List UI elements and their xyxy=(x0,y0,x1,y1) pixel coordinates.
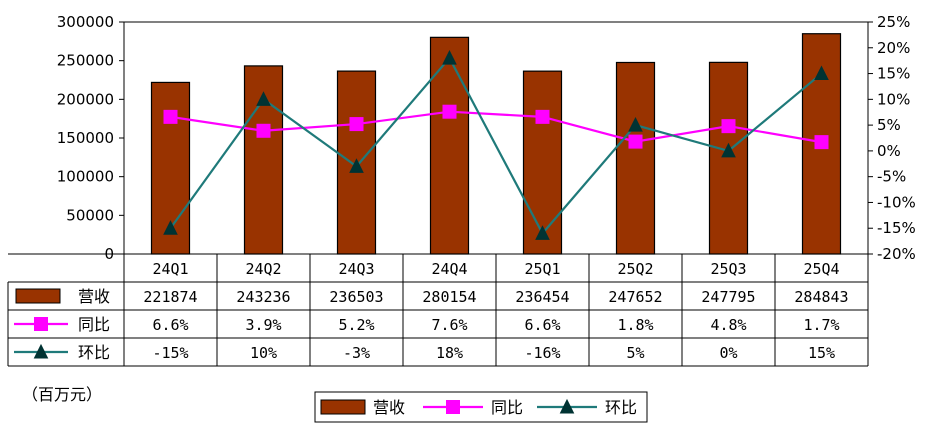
table-value-环比-25Q4: 15% xyxy=(808,344,835,362)
point-环比-25Q4 xyxy=(814,65,829,81)
right-axis-tick-label: -15% xyxy=(877,219,916,237)
table-value-同比-25Q1: 6.6% xyxy=(524,316,560,334)
table-value-营收-24Q4: 280154 xyxy=(422,288,476,306)
table-value-同比-24Q4: 7.6% xyxy=(431,316,467,334)
table-value-营收-24Q1: 221874 xyxy=(143,288,197,306)
point-同比-25Q2 xyxy=(628,134,643,149)
table-category-label: 24Q2 xyxy=(245,260,281,278)
right-axis-tick-label: 20% xyxy=(877,39,910,57)
table-value-环比-25Q2: 5% xyxy=(626,344,644,362)
table-category-label: 24Q1 xyxy=(152,260,188,278)
left-axis-tick-label: 300000 xyxy=(57,13,114,31)
point-同比-25Q3 xyxy=(721,119,736,134)
point-环比-24Q2 xyxy=(256,91,271,106)
table-category-label: 24Q4 xyxy=(431,260,467,278)
legend-label: 营收 xyxy=(373,398,405,417)
point-环比-25Q3 xyxy=(721,142,736,158)
table-value-环比-24Q3: -3% xyxy=(343,344,370,362)
point-环比-24Q4 xyxy=(442,49,457,65)
table-value-营收-24Q3: 236503 xyxy=(329,288,383,306)
table-value-环比-25Q3: 0% xyxy=(719,344,737,362)
bar-revenue-25Q1 xyxy=(522,70,563,255)
legend-label: 环比 xyxy=(605,398,637,417)
table-key-marker-环比 xyxy=(33,343,49,359)
point-同比-24Q1 xyxy=(163,109,178,124)
point-同比-25Q4 xyxy=(814,135,829,150)
right-axis-tick-label: -10% xyxy=(877,193,916,211)
point-同比-24Q2 xyxy=(256,123,271,138)
bar-revenue-24Q4 xyxy=(429,36,470,255)
right-axis-tick-label: -20% xyxy=(877,245,916,263)
data-table: 24Q1 24Q2 24Q3 24Q4 25Q1 25Q2 25Q3 25Q4 营收 221874… xyxy=(7,253,869,367)
right-axis-tick-label: 10% xyxy=(877,90,910,108)
table-category-label: 25Q2 xyxy=(617,260,653,278)
point-同比-24Q4 xyxy=(442,104,457,119)
table-value-营收-25Q4: 284843 xyxy=(794,288,848,306)
plot-area: 050000100000150000200000250000300000-20%… xyxy=(57,13,916,263)
point-环比-24Q1 xyxy=(163,220,178,235)
table-series-name: 环比 xyxy=(78,343,110,362)
table-value-同比-24Q1: 6.6% xyxy=(152,316,188,334)
table-value-营收-25Q3: 247795 xyxy=(701,288,755,306)
table-value-环比-24Q4: 18% xyxy=(436,344,463,362)
table-value-环比-24Q1: -15% xyxy=(152,344,188,362)
table-category-label: 25Q1 xyxy=(524,260,560,278)
right-axis-tick-label: 5% xyxy=(877,116,901,134)
right-axis-tick-label: 15% xyxy=(877,65,910,83)
legend-label: 同比 xyxy=(491,398,523,417)
point-环比-25Q2 xyxy=(628,116,643,132)
legend-key-marker-同比 xyxy=(446,400,460,414)
left-axis-tick-label: 150000 xyxy=(57,129,114,147)
table-category-label: 25Q4 xyxy=(803,260,839,278)
legend: 营收 同比 环比 xyxy=(314,391,648,423)
table-series-name: 同比 xyxy=(78,315,110,334)
table-value-营收-25Q2: 247652 xyxy=(608,288,662,306)
line-同比 xyxy=(170,110,822,144)
line-环比 xyxy=(169,56,823,236)
table-value-同比-25Q3: 4.8% xyxy=(710,316,746,334)
left-axis-tick-label: 50000 xyxy=(66,206,114,224)
table-value-同比-24Q3: 5.2% xyxy=(338,316,374,334)
table-value-营收-24Q2: 243236 xyxy=(236,288,290,306)
right-axis-tick-label: 0% xyxy=(877,142,901,160)
left-axis-tick-label: 200000 xyxy=(57,90,114,108)
point-环比-25Q1 xyxy=(535,225,550,240)
bar-revenue-25Q2 xyxy=(615,61,656,255)
point-同比-24Q3 xyxy=(349,117,364,132)
table-value-环比-24Q2: 10% xyxy=(250,344,277,362)
point-环比-24Q3 xyxy=(349,158,364,173)
table-series-name: 营收 xyxy=(78,287,110,306)
legend-key-营收 xyxy=(320,399,366,415)
table-value-营收-25Q1: 236454 xyxy=(515,288,569,306)
table-key-marker-同比 xyxy=(34,317,48,331)
table-value-同比-25Q2: 1.8% xyxy=(617,316,653,334)
table-value-环比-25Q1: -16% xyxy=(524,344,560,362)
bar-revenue-25Q3 xyxy=(708,61,749,255)
table-value-同比-24Q2: 3.9% xyxy=(245,316,281,334)
right-axis-tick-label: -5% xyxy=(877,168,906,186)
table-key-营收 xyxy=(15,288,61,304)
left-axis-tick-label: 100000 xyxy=(57,168,114,186)
point-同比-25Q1 xyxy=(535,109,550,124)
right-axis-tick-label: 25% xyxy=(877,13,910,31)
unit-label: （百万元） xyxy=(22,385,102,404)
table-category-label: 25Q3 xyxy=(710,260,746,278)
table-category-label: 24Q3 xyxy=(338,260,374,278)
legend-key-marker-环比 xyxy=(559,398,575,414)
left-axis-tick-label: 250000 xyxy=(57,52,114,70)
table-value-同比-25Q4: 1.7% xyxy=(803,316,839,334)
